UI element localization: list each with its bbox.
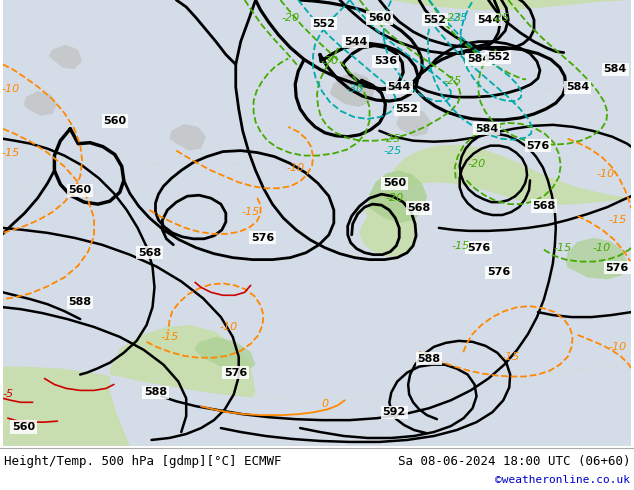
Polygon shape [194,337,256,371]
Text: -25: -25 [382,134,401,144]
Polygon shape [48,45,82,70]
Text: 560: 560 [368,13,391,23]
Polygon shape [3,0,631,446]
Polygon shape [566,238,627,279]
Text: -25: -25 [444,76,462,86]
Text: -25: -25 [383,146,401,156]
Text: -15: -15 [501,352,519,362]
Text: 592: 592 [383,407,406,417]
Text: 588: 588 [144,388,167,397]
Text: ©weatheronline.co.uk: ©weatheronline.co.uk [495,475,630,485]
Text: -10: -10 [608,342,626,352]
Text: 576: 576 [467,243,490,253]
Text: -10: -10 [286,164,304,173]
Text: 576: 576 [251,233,274,243]
Polygon shape [359,0,631,257]
Text: -30: -30 [321,56,339,67]
Text: 576: 576 [224,368,247,378]
Text: 576: 576 [526,141,550,150]
Text: 552: 552 [313,19,335,29]
Text: Height/Temp. 500 hPa [gdmp][°C] ECMWF: Height/Temp. 500 hPa [gdmp][°C] ECMWF [4,455,281,468]
Text: -20: -20 [467,159,486,170]
Text: -15: -15 [451,241,470,251]
Polygon shape [3,367,631,446]
Text: 552: 552 [396,104,418,114]
Polygon shape [110,325,256,446]
Text: 560: 560 [12,422,36,432]
Text: -15: -15 [553,243,572,253]
Text: 536: 536 [374,56,397,67]
Text: 544: 544 [387,82,411,92]
Polygon shape [169,124,206,150]
Text: 576: 576 [605,263,629,272]
Text: -5: -5 [3,390,13,399]
Polygon shape [396,109,431,137]
Text: 552: 552 [424,15,446,25]
Text: 544: 544 [477,15,500,25]
Text: -15: -15 [160,332,179,342]
Text: -15: -15 [242,207,260,217]
Text: -20: -20 [385,193,403,203]
Text: -10: -10 [592,243,611,253]
Text: -10: -10 [220,322,238,332]
Text: -15: -15 [2,147,20,158]
Text: 568: 568 [408,203,430,213]
Polygon shape [23,91,58,116]
Text: -15: -15 [608,215,626,225]
Text: 560: 560 [383,178,406,188]
Text: 560: 560 [103,116,126,126]
Text: -20: -20 [281,13,299,23]
Text: 584: 584 [604,64,627,74]
Polygon shape [110,367,631,446]
Text: 588: 588 [417,354,441,364]
Text: -30: -30 [346,84,364,94]
Text: 584: 584 [467,54,490,65]
Text: 552: 552 [487,52,510,62]
Text: 568: 568 [138,247,161,258]
Text: 560: 560 [68,185,92,195]
Text: -10: -10 [596,170,614,179]
Text: -23: -23 [444,13,462,23]
Text: 584: 584 [475,124,498,134]
Text: 0: 0 [321,399,328,409]
Text: -10: -10 [2,84,20,94]
Text: 584: 584 [566,82,589,92]
Text: 576: 576 [487,268,510,277]
Text: 568: 568 [533,201,555,211]
Text: -25: -25 [491,13,510,23]
Text: -25: -25 [450,13,468,23]
Polygon shape [3,0,631,192]
Text: 544: 544 [344,37,367,47]
Polygon shape [368,171,427,223]
Text: Sa 08-06-2024 18:00 UTC (06+60): Sa 08-06-2024 18:00 UTC (06+60) [398,455,630,468]
Polygon shape [330,73,375,107]
Text: 588: 588 [68,297,92,307]
